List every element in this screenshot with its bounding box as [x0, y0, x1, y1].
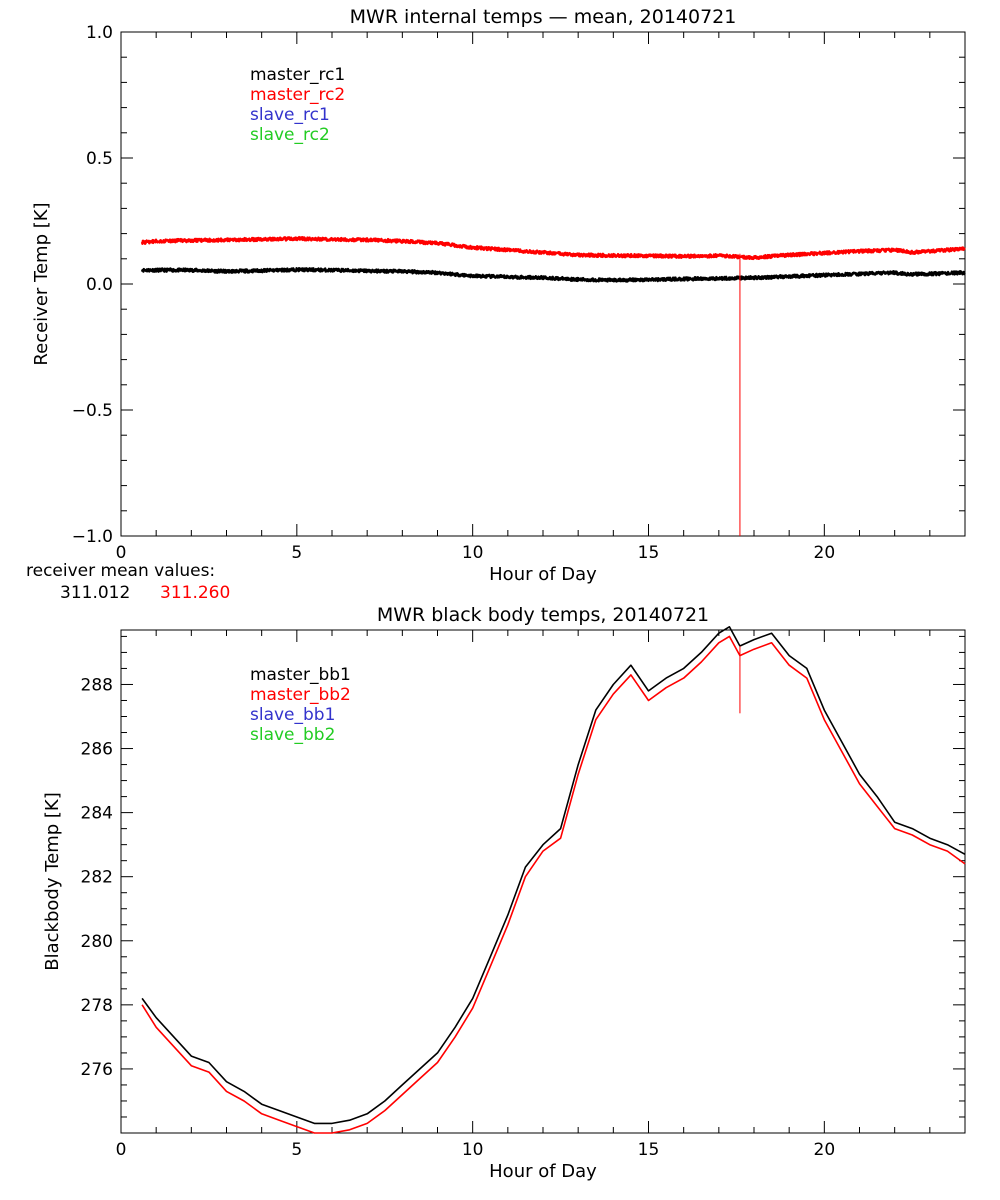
top-series-master_rc1	[140, 266, 966, 283]
bottom-series-master_bb1	[141, 625, 966, 1125]
bottom-x-tick-label: 5	[291, 1140, 302, 1160]
top-y-axis-label: Receiver Temp [K]	[31, 202, 52, 365]
top-x-tick-label: 10	[462, 543, 484, 563]
bottom-y-tick-label: 284	[81, 804, 113, 824]
bottom-y-tick-label: 276	[81, 1060, 113, 1080]
bottom-legend-slave_bb1: slave_bb1	[250, 705, 335, 725]
top-y-tick-label: −0.5	[72, 401, 113, 421]
top-legend-slave_rc1: slave_rc1	[250, 105, 330, 125]
top-chart: MWR internal temps — mean, 20140721 0 5 10 1…	[31, 6, 966, 585]
receiver-mean-value-master-rc2: 311.260	[160, 583, 231, 603]
top-y-tick-label: −1.0	[72, 527, 113, 547]
bottom-y-tick-label: 278	[81, 996, 113, 1016]
bottom-y-axis-label: Blackbody Temp [K]	[42, 792, 63, 970]
bottom-x-tick-label: 20	[814, 1140, 836, 1160]
bottom-plot-frame	[120, 629, 966, 1134]
bottom-legend-master_bb2: master_bb2	[250, 685, 351, 705]
top-x-axis-label: Hour of Day	[489, 564, 597, 585]
top-x-tick-label: 20	[814, 543, 836, 563]
receiver-mean-value-master-rc1: 311.012	[60, 583, 131, 603]
bottom-series-master_bb2	[141, 635, 966, 1134]
top-x-tick-label: 0	[116, 543, 127, 563]
bottom-chart-title: MWR black body temps, 20140721	[377, 604, 709, 626]
top-x-tick-label: 15	[638, 543, 660, 563]
top-series-master_rc2	[140, 235, 966, 261]
bottom-x-tick-label: 10	[462, 1140, 484, 1160]
bottom-y-tick-label: 286	[81, 740, 113, 760]
top-legend-master_rc1: master_rc1	[250, 65, 345, 85]
bottom-legend-slave_bb2: slave_bb2	[250, 725, 335, 745]
bottom-x-tick-label: 15	[638, 1140, 660, 1160]
bottom-x-axis-label: Hour of Day	[489, 1161, 597, 1182]
top-chart-title: MWR internal temps — mean, 20140721	[350, 6, 737, 28]
receiver-mean-values-label: receiver mean values:	[26, 561, 216, 581]
top-x-tick-label: 5	[291, 543, 302, 563]
top-y-tick-label: 1.0	[86, 23, 113, 43]
bottom-chart: MWR black body temps, 20140721 0 5 10 15 20 Ho…	[42, 604, 966, 1182]
top-y-tick-label: 0.0	[86, 275, 113, 295]
top-legend-slave_rc2: slave_rc2	[250, 125, 330, 145]
top-y-tick-label: 0.5	[86, 149, 113, 169]
bottom-x-tick-label: 0	[116, 1140, 127, 1160]
bottom-y-tick-label: 288	[81, 675, 113, 695]
bottom-y-tick-label: 282	[81, 868, 113, 888]
bottom-legend-master_bb1: master_bb1	[250, 665, 351, 685]
top-plot-frame	[120, 31, 966, 537]
top-legend-master_rc2: master_rc2	[250, 85, 345, 105]
bottom-y-tick-label: 280	[81, 932, 113, 952]
